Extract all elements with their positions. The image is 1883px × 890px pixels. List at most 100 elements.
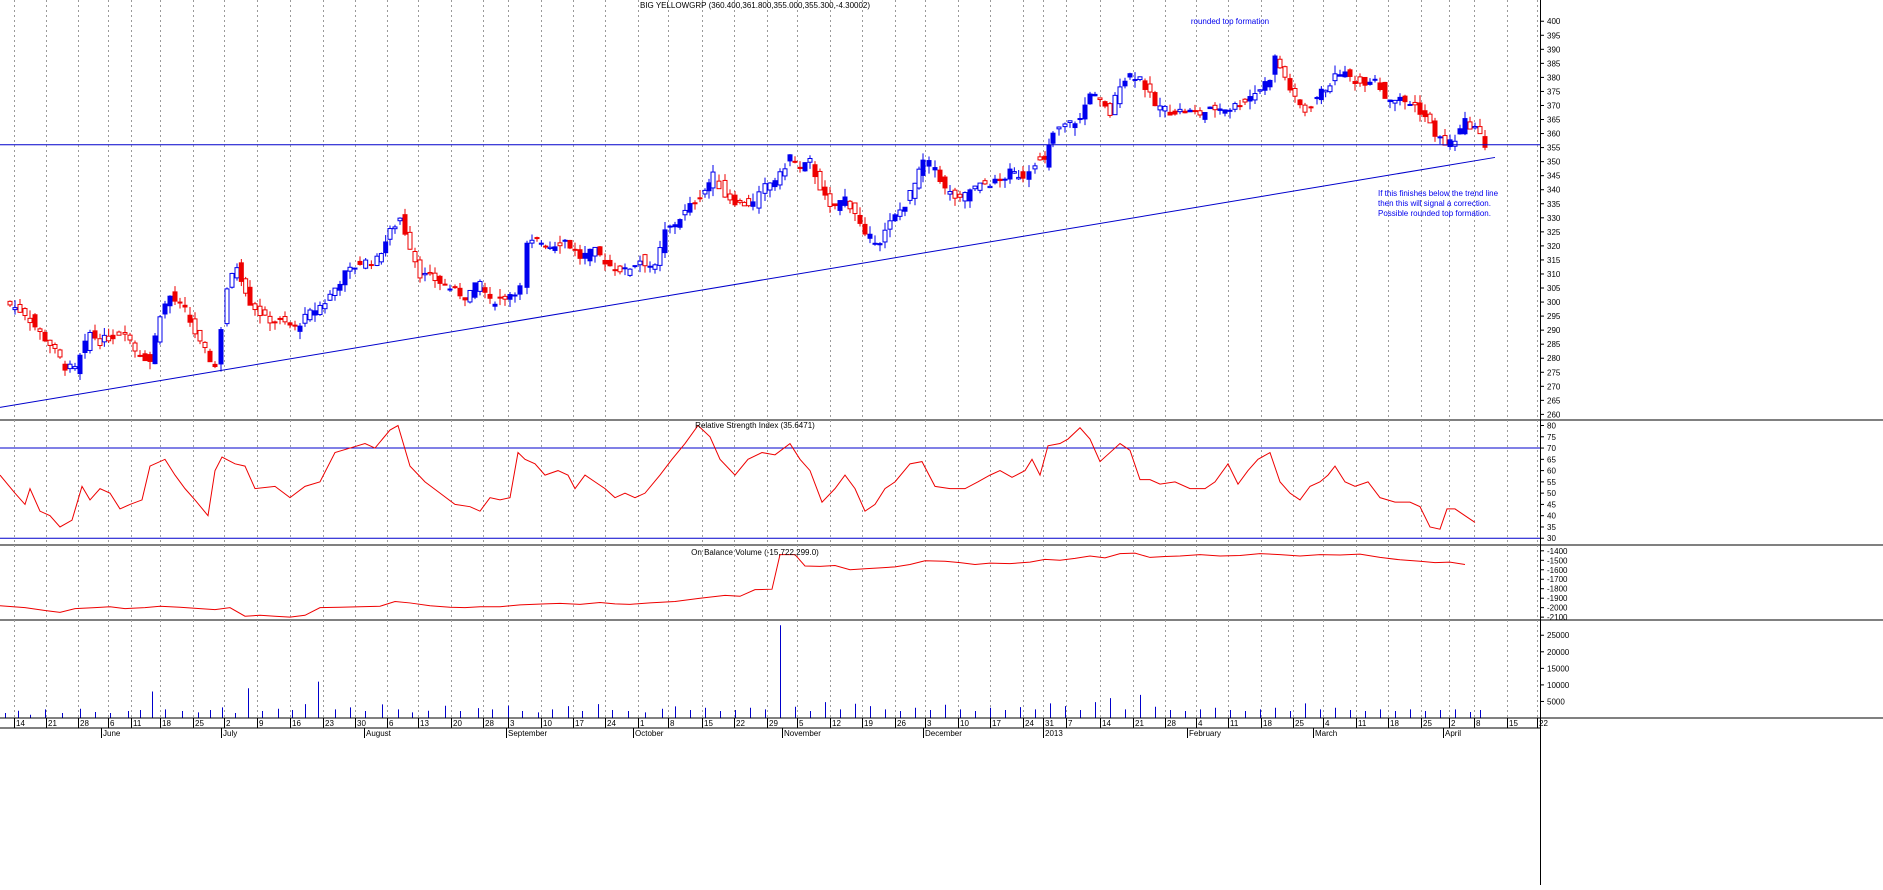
x-tick-label: 18: [1390, 719, 1399, 728]
candle-body: [1407, 103, 1413, 106]
candle-body: [1077, 118, 1083, 121]
candle-body: [42, 331, 48, 342]
y-tick-label: 350: [1547, 158, 1561, 167]
candle-body: [72, 366, 78, 370]
candle-body: [1046, 144, 1052, 168]
x-tick-label: 21: [48, 719, 57, 728]
candle-body: [1327, 85, 1333, 93]
candle-body: [547, 246, 553, 249]
candle-body: [1477, 126, 1483, 135]
x-tick-label: 17: [575, 719, 584, 728]
candle-body: [1267, 79, 1273, 88]
candle-body: [1122, 80, 1128, 87]
candle-body: [937, 169, 943, 182]
candle-body: [737, 199, 743, 203]
candle-body: [116, 331, 122, 336]
month-label: December: [925, 729, 962, 738]
candle-body: [1457, 128, 1463, 135]
candle-body: [897, 209, 903, 217]
candle-body: [47, 339, 53, 346]
x-tick-label: 12: [832, 719, 841, 728]
candle-body: [802, 162, 808, 172]
candle-body: [437, 275, 443, 284]
candle-body: [887, 220, 893, 230]
y-tick-label: -1700: [1547, 575, 1568, 584]
candle-body: [1137, 76, 1143, 81]
month-label: June: [103, 729, 121, 738]
x-tick-label: 5: [799, 719, 804, 728]
candle-body: [1056, 126, 1062, 130]
candle-body: [397, 217, 403, 222]
x-tick-label: 14: [1102, 719, 1111, 728]
candle-body: [238, 262, 244, 282]
month-label: July: [223, 729, 237, 738]
y-tick-label: 275: [1547, 368, 1561, 377]
candle-body: [529, 239, 535, 244]
candle-body: [587, 248, 593, 262]
y-tick-label: 395: [1547, 31, 1561, 40]
x-tick-label: 10: [543, 719, 552, 728]
candle-body: [106, 335, 112, 342]
candle-body: [374, 255, 380, 266]
y-tick-label: -1800: [1547, 585, 1568, 594]
candle-body: [1357, 76, 1363, 84]
month-label: March: [1315, 729, 1337, 738]
x-tick-label: 25: [1423, 719, 1432, 728]
candle-body: [82, 340, 88, 353]
annotation-line-1: If this finishes below the trend line: [1378, 189, 1499, 198]
candle-body: [597, 246, 603, 256]
candle-body: [57, 349, 63, 358]
candle-body: [1002, 178, 1008, 181]
candle-body: [1132, 79, 1138, 82]
candle-body: [1377, 82, 1383, 90]
candle-body: [1042, 155, 1048, 160]
candle-body: [1152, 92, 1158, 107]
candle-body: [524, 242, 530, 288]
y-tick-label: 25000: [1547, 631, 1570, 640]
y-tick-label: 280: [1547, 354, 1561, 363]
candle-body: [257, 305, 263, 317]
y-tick-label: 65: [1547, 455, 1556, 464]
candle-body: [407, 231, 413, 250]
candle-body: [867, 233, 873, 239]
candle-body: [52, 344, 58, 349]
candle-body: [137, 354, 143, 357]
month-label: April: [1445, 729, 1461, 738]
candle-body: [677, 219, 683, 228]
candle-body: [22, 308, 28, 317]
x-tick-label: 28: [485, 719, 494, 728]
x-tick-label: 14: [16, 719, 25, 728]
y-tick-label: 45: [1547, 500, 1556, 509]
y-tick-label: 30: [1547, 534, 1556, 543]
x-tick-label: 18: [1263, 719, 1272, 728]
candle-body: [277, 317, 283, 320]
x-tick-label: 22: [736, 719, 745, 728]
x-tick-label: 4: [1198, 719, 1203, 728]
candle-body: [1302, 104, 1308, 113]
candle-body: [1387, 99, 1393, 103]
candle-body: [832, 203, 838, 207]
candle-body: [557, 242, 563, 247]
candle-body: [132, 342, 138, 352]
candle-body: [617, 265, 623, 273]
y-tick-label: 300: [1547, 298, 1561, 307]
candle-body: [243, 278, 249, 294]
candle-body: [1412, 101, 1418, 106]
candle-body: [987, 185, 993, 189]
candle-body: [1422, 110, 1428, 118]
candle-body: [101, 334, 107, 343]
candle-body: [32, 314, 38, 328]
candle-body: [1067, 120, 1073, 123]
trend-line: [0, 156, 1496, 408]
candle-body: [1026, 171, 1032, 180]
candle-body: [1282, 66, 1288, 78]
candle-body: [368, 264, 374, 267]
candle-body: [387, 228, 393, 240]
y-tick-label: 340: [1547, 186, 1561, 195]
candle-body: [1082, 104, 1088, 120]
x-tick-label: 21: [1135, 719, 1144, 728]
candle-body: [722, 179, 728, 198]
candle-body: [1308, 106, 1314, 109]
x-tick-label: 2: [1451, 719, 1456, 728]
x-tick-label: 8: [1476, 719, 1481, 728]
